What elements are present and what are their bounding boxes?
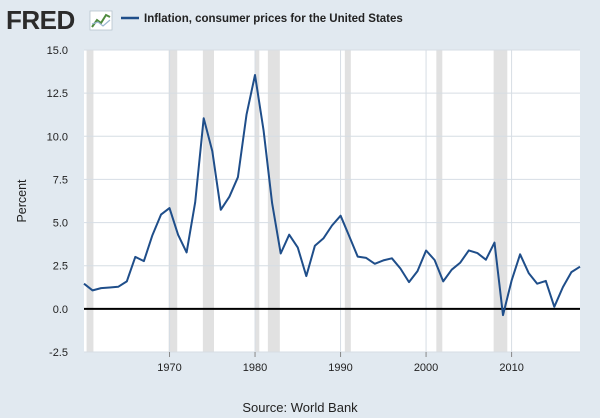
data-point[interactable]: [201, 115, 207, 121]
data-point[interactable]: [440, 278, 446, 284]
data-point[interactable]: [141, 258, 147, 264]
data-point[interactable]: [252, 72, 258, 78]
data-point[interactable]: [491, 240, 497, 246]
data-point[interactable]: [509, 278, 515, 284]
y-tick-label: 7.5: [53, 174, 68, 186]
source-note: Source: World Bank: [242, 400, 358, 415]
data-point[interactable]: [192, 199, 198, 205]
data-point[interactable]: [517, 251, 523, 257]
data-point[interactable]: [543, 278, 549, 284]
data-point[interactable]: [500, 312, 506, 318]
x-axis-ticks: 1970 1980 1990 2000 2010: [157, 352, 524, 374]
data-point[interactable]: [466, 247, 472, 253]
data-point[interactable]: [406, 279, 412, 285]
recession-band: [436, 50, 443, 352]
data-point[interactable]: [415, 268, 421, 274]
data-point[interactable]: [132, 254, 138, 260]
data-point[interactable]: [483, 257, 489, 263]
y-tick-label: 10.0: [47, 131, 68, 143]
recession-bands: [86, 50, 508, 352]
data-point[interactable]: [380, 257, 386, 263]
data-point[interactable]: [295, 245, 301, 251]
fred-logo-text: FRED: [6, 5, 75, 35]
x-tick-label: 1980: [243, 362, 267, 374]
data-point[interactable]: [474, 250, 480, 256]
data-point[interactable]: [107, 284, 113, 290]
data-point[interactable]: [432, 257, 438, 263]
y-tick-label: 5.0: [53, 218, 68, 230]
data-point[interactable]: [184, 249, 190, 255]
data-point[interactable]: [81, 281, 87, 287]
y-axis-title: Percent: [15, 179, 29, 223]
data-point[interactable]: [534, 281, 540, 287]
recession-band: [267, 50, 280, 352]
data-point[interactable]: [286, 232, 292, 238]
legend: Inflation, consumer prices for the Unite…: [121, 13, 403, 25]
x-tick-label: 2010: [499, 362, 523, 374]
data-point[interactable]: [320, 235, 326, 241]
data-point[interactable]: [218, 207, 224, 213]
data-point[interactable]: [269, 200, 275, 206]
data-point[interactable]: [355, 254, 361, 260]
recession-band: [344, 50, 351, 352]
x-tick-label: 1990: [328, 362, 352, 374]
y-tick-label: 0.0: [53, 304, 68, 316]
data-point[interactable]: [312, 243, 318, 249]
data-point[interactable]: [551, 304, 557, 310]
recession-band: [255, 50, 260, 352]
data-point[interactable]: [175, 232, 181, 238]
data-point[interactable]: [149, 232, 155, 238]
x-tick-label: 2000: [414, 362, 438, 374]
data-point[interactable]: [423, 248, 429, 254]
data-point[interactable]: [577, 264, 583, 270]
data-point[interactable]: [363, 255, 369, 261]
data-point[interactable]: [329, 223, 335, 229]
data-point[interactable]: [235, 174, 241, 180]
recession-band: [86, 50, 94, 352]
y-axis-ticks: -2.5 0.0 2.5 5.0 7.5 10.0 12.5 15.0: [47, 45, 68, 359]
y-tick-label: 15.0: [47, 45, 68, 57]
data-point[interactable]: [98, 285, 104, 291]
data-point[interactable]: [457, 260, 463, 266]
data-point[interactable]: [303, 273, 309, 279]
y-tick-label: -2.5: [49, 347, 68, 359]
data-point[interactable]: [158, 212, 164, 218]
data-point[interactable]: [278, 250, 284, 256]
data-point[interactable]: [124, 278, 130, 284]
recession-band: [493, 50, 508, 352]
recession-band: [202, 50, 214, 352]
data-point[interactable]: [397, 265, 403, 271]
data-point[interactable]: [526, 270, 532, 276]
data-point[interactable]: [560, 284, 566, 290]
series-line[interactable]: [83, 74, 581, 317]
data-point[interactable]: [568, 269, 574, 275]
data-point[interactable]: [346, 233, 352, 239]
x-tick-label: 1970: [157, 362, 181, 374]
series-layer: [81, 72, 583, 318]
y-tick-label: 2.5: [53, 261, 68, 273]
data-point[interactable]: [261, 128, 267, 134]
data-point[interactable]: [372, 261, 378, 267]
y-tick-label: 12.5: [47, 88, 68, 100]
data-point[interactable]: [167, 205, 173, 211]
data-point[interactable]: [449, 267, 455, 273]
data-point[interactable]: [90, 287, 96, 293]
fred-logo-graph-icon: [89, 10, 113, 31]
data-point[interactable]: [243, 112, 249, 118]
legend-label: Inflation, consumer prices for the Unite…: [144, 13, 403, 25]
fred-logo[interactable]: FRED: [6, 5, 113, 35]
recession-band: [168, 50, 178, 352]
data-point[interactable]: [209, 148, 215, 154]
data-point[interactable]: [338, 213, 344, 219]
data-point[interactable]: [115, 284, 121, 290]
data-point[interactable]: [226, 194, 232, 200]
data-point[interactable]: [389, 255, 395, 261]
